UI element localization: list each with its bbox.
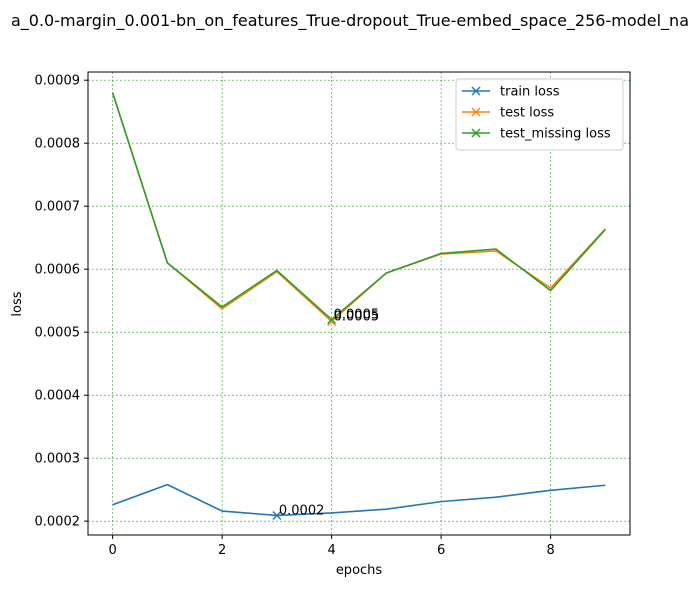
series-layer: [111, 92, 606, 517]
legend-label: train loss: [500, 85, 560, 100]
y-tick-label: 0.0008: [35, 137, 81, 152]
legend-marker: [471, 128, 481, 138]
chart-title: a_0.0-margin_0.001-bn_on_features_True-d…: [11, 11, 689, 31]
y-tick-label: 0.0004: [35, 389, 81, 404]
y-axis-label: loss: [10, 291, 25, 316]
series-line-0: [112, 483, 606, 517]
annotation-label: 0.0005: [334, 309, 380, 324]
legend: train loss test loss test_missing loss: [455, 78, 624, 151]
x-tick-label: 6: [437, 543, 445, 558]
annotation-marker: [327, 316, 337, 326]
y-tick-label: 0.0009: [35, 74, 81, 89]
y-tick-label: 0.0003: [35, 452, 81, 467]
series-line-2: [111, 92, 606, 321]
x-tick-label: 4: [327, 543, 335, 558]
annotation-marker: [272, 510, 282, 520]
y-tick-label: 0.0007: [35, 200, 81, 215]
legend-label: test_missing loss: [500, 127, 611, 142]
y-tick-label: 0.0006: [35, 263, 81, 278]
plot-frame: [87, 71, 631, 536]
x-tick-label: 2: [218, 543, 226, 558]
x-tick-label: 0: [108, 543, 116, 558]
annotation-marker: [327, 315, 337, 325]
y-tick-label: 0.0002: [35, 515, 81, 530]
legend-marker: [471, 86, 481, 96]
annotation-label: 0.0005: [334, 308, 380, 323]
legend-marker: [471, 107, 481, 117]
x-tick-label: 8: [546, 543, 554, 558]
x-axis-label: epochs: [336, 563, 383, 578]
y-tick-label: 0.0005: [35, 326, 81, 341]
ticks-layer: 0 2 4 6 8 0.0002 0.0003 0.0004 0.0005 0.0006 0.000…: [35, 74, 555, 558]
legend-label: test loss: [500, 106, 554, 121]
grid-layer: [88, 72, 630, 535]
legend-box: [455, 78, 624, 151]
annotation-label: 0.0002: [279, 503, 325, 518]
